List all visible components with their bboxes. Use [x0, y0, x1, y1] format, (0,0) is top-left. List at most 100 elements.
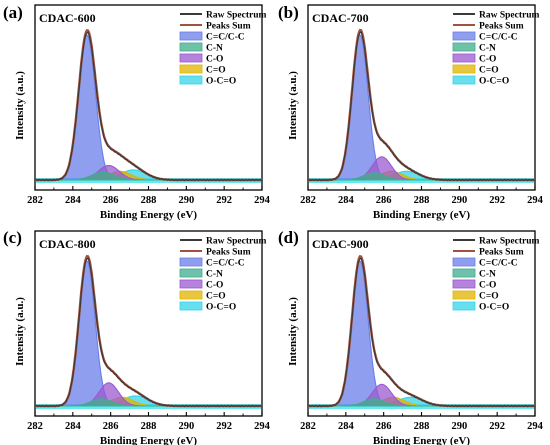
x-tick-label: 290 — [451, 195, 467, 206]
legend-swatch-c-n — [179, 268, 203, 278]
legend-label-o-c-o: O-C=O — [206, 77, 236, 87]
peak-c-c-c-c — [35, 260, 262, 407]
legend-label-peaks-sum: Peaks Sum — [206, 22, 251, 32]
x-tick-label: 282 — [27, 195, 43, 206]
raw-spectrum-line — [308, 257, 535, 408]
legend-swatch-c-c-c-c — [179, 31, 203, 41]
legend-swatch-c-o — [179, 290, 203, 300]
x-axis-label: Binding Energy (eV) — [100, 435, 198, 445]
peak-c-c-c-c — [35, 34, 262, 181]
legend-label-c-o: C=O — [206, 292, 226, 302]
y-axis-label: Intensity (a.u.) — [287, 71, 299, 140]
chart-panel-cdac-600: (a) CDAC-600 282 284 286 288 290 292 294 Binding … — [3, 3, 271, 221]
sample-label: CDAC-900 — [312, 237, 369, 251]
legend-label-c-n: C-N — [206, 270, 223, 280]
x-tick-label: 286 — [376, 195, 392, 206]
x-tick-label: 286 — [376, 421, 392, 432]
x-tick-label: 288 — [141, 195, 157, 206]
legend-swatch-o-c-o — [452, 75, 476, 85]
chart-panel-cdac-800: (c) CDAC-800 282 284 286 288 290 292 294 Binding … — [3, 228, 271, 445]
sample-label: CDAC-800 — [39, 237, 96, 251]
x-tick-label: 294 — [527, 195, 544, 206]
x-tick-label: 288 — [141, 421, 157, 432]
x-tick-label: 284 — [338, 195, 355, 206]
legend-label-peaks-sum: Peaks Sum — [479, 248, 524, 258]
x-tick-label: 284 — [65, 421, 82, 432]
x-tick-label: 290 — [451, 421, 467, 432]
x-tick-label: 294 — [254, 195, 271, 206]
legend-swatch-c-c-c-c — [179, 257, 203, 267]
y-axis-label: Intensity (a.u.) — [287, 297, 299, 366]
legend-label-o-c-o: O-C=O — [479, 77, 509, 87]
legend-label-raw-spectrum: Raw Spectrum — [479, 11, 540, 21]
x-axis-label: Binding Energy (eV) — [373, 435, 471, 445]
raw-spectrum-line — [35, 31, 262, 182]
panel-letter: (c) — [3, 228, 22, 247]
x-tick-label: 294 — [527, 421, 544, 432]
legend-label-c-o: C-O — [206, 55, 223, 65]
x-tick-label: 286 — [103, 421, 119, 432]
x-axis-label: Binding Energy (eV) — [373, 209, 471, 221]
peaks-sum-line — [308, 254, 535, 408]
legend-label-c-n: C-N — [479, 270, 496, 280]
legend-label-c-o: C=O — [479, 66, 499, 76]
x-tick-label: 290 — [178, 195, 194, 206]
x-tick-label: 288 — [414, 195, 430, 206]
y-axis-label: Intensity (a.u.) — [14, 297, 26, 366]
panel-letter: (a) — [3, 3, 23, 22]
x-tick-label: 290 — [178, 421, 194, 432]
x-tick-label: 282 — [27, 421, 43, 432]
legend-swatch-o-c-o — [452, 301, 476, 311]
legend-label-o-c-o: O-C=O — [206, 303, 236, 313]
legend-label-peaks-sum: Peaks Sum — [206, 248, 251, 258]
legend-label-c-o: C-O — [206, 281, 223, 291]
legend-label-raw-spectrum: Raw Spectrum — [206, 237, 267, 247]
legend-label-raw-spectrum: Raw Spectrum — [479, 237, 540, 247]
legend-label-c-c-c-c: C=C/C-C — [479, 33, 518, 43]
peak-c-c-c-c — [308, 260, 535, 407]
x-tick-label: 292 — [216, 421, 232, 432]
legend-swatch-o-c-o — [179, 301, 203, 311]
panel-letter: (b) — [278, 3, 299, 22]
x-tick-label: 292 — [216, 195, 232, 206]
legend-swatch-c-n — [179, 42, 203, 52]
legend-swatch-c-o — [179, 279, 203, 289]
chart-panel-cdac-700: (b) CDAC-700 282 284 286 288 290 292 294 Binding … — [278, 3, 544, 221]
raw-spectrum-line — [35, 257, 262, 408]
legend-swatch-c-o — [452, 64, 476, 74]
legend-label-c-c-c-c: C=C/C-C — [479, 259, 518, 269]
legend-swatch-c-o — [179, 64, 203, 74]
plot-area — [35, 254, 262, 409]
legend-swatch-c-o — [452, 279, 476, 289]
legend-label-c-o: C=O — [206, 66, 226, 76]
y-axis-label: Intensity (a.u.) — [14, 71, 26, 140]
peaks-sum-line — [35, 254, 262, 408]
panel-letter: (d) — [278, 228, 299, 247]
x-tick-label: 292 — [489, 195, 505, 206]
legend-label-o-c-o: O-C=O — [479, 303, 509, 313]
x-tick-label: 292 — [489, 421, 505, 432]
legend-label-raw-spectrum: Raw Spectrum — [206, 11, 267, 21]
legend-swatch-c-c-c-c — [452, 31, 476, 41]
legend-swatch-o-c-o — [179, 75, 203, 85]
legend-swatch-c-o — [452, 290, 476, 300]
x-tick-label: 284 — [338, 421, 355, 432]
legend-label-c-o: C-O — [479, 281, 496, 291]
peaks-sum-line — [308, 28, 535, 182]
legend-label-c-c-c-c: C=C/C-C — [206, 259, 245, 269]
raw-spectrum-line — [308, 31, 535, 182]
legend-label-c-n: C-N — [206, 44, 223, 54]
legend-label-c-c-c-c: C=C/C-C — [206, 33, 245, 43]
x-tick-label: 282 — [300, 195, 316, 206]
plot-area — [35, 28, 262, 183]
legend-label-peaks-sum: Peaks Sum — [479, 22, 524, 32]
legend-swatch-c-o — [452, 53, 476, 63]
sample-label: CDAC-700 — [312, 11, 369, 25]
peaks-sum-line — [35, 28, 262, 182]
legend-label-c-n: C-N — [479, 44, 496, 54]
